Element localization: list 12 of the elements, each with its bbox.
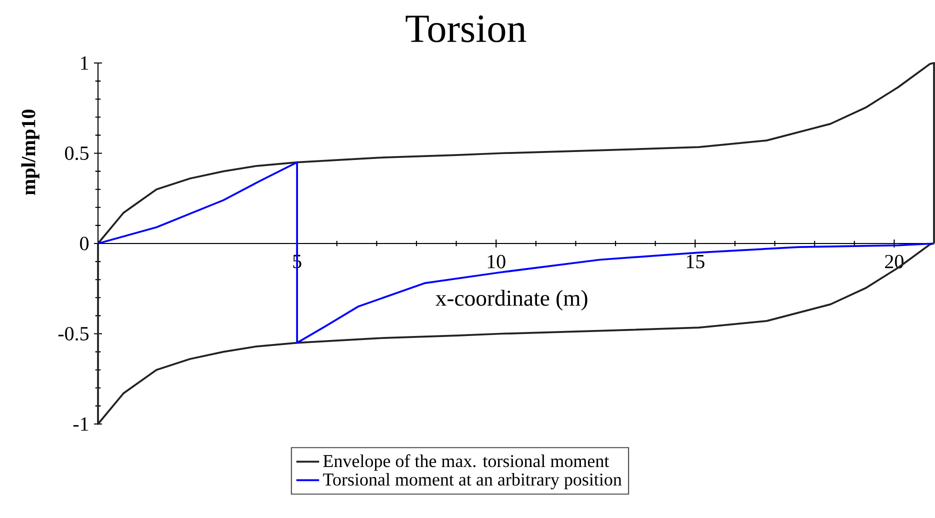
legend-label: Envelope of the max. torsional moment (323, 454, 610, 471)
x-tick-label: 15 (686, 254, 704, 268)
x-tick-label: 10 (488, 254, 506, 268)
x-axis-title: x-coordinate (m) (436, 290, 588, 310)
y-tick-label: -0.5 (58, 326, 89, 341)
chart-title: Torsion (406, 15, 526, 42)
y-tick-label: 1 (81, 56, 88, 70)
y-axis-title: mpl/mp10 (21, 110, 40, 195)
y-tick-label: 0 (80, 236, 89, 250)
legend-label: Torsional moment at an arbitrary position (323, 472, 622, 490)
y-tick-label: 0.5 (65, 146, 89, 160)
y-tick-label: -1 (73, 417, 88, 431)
